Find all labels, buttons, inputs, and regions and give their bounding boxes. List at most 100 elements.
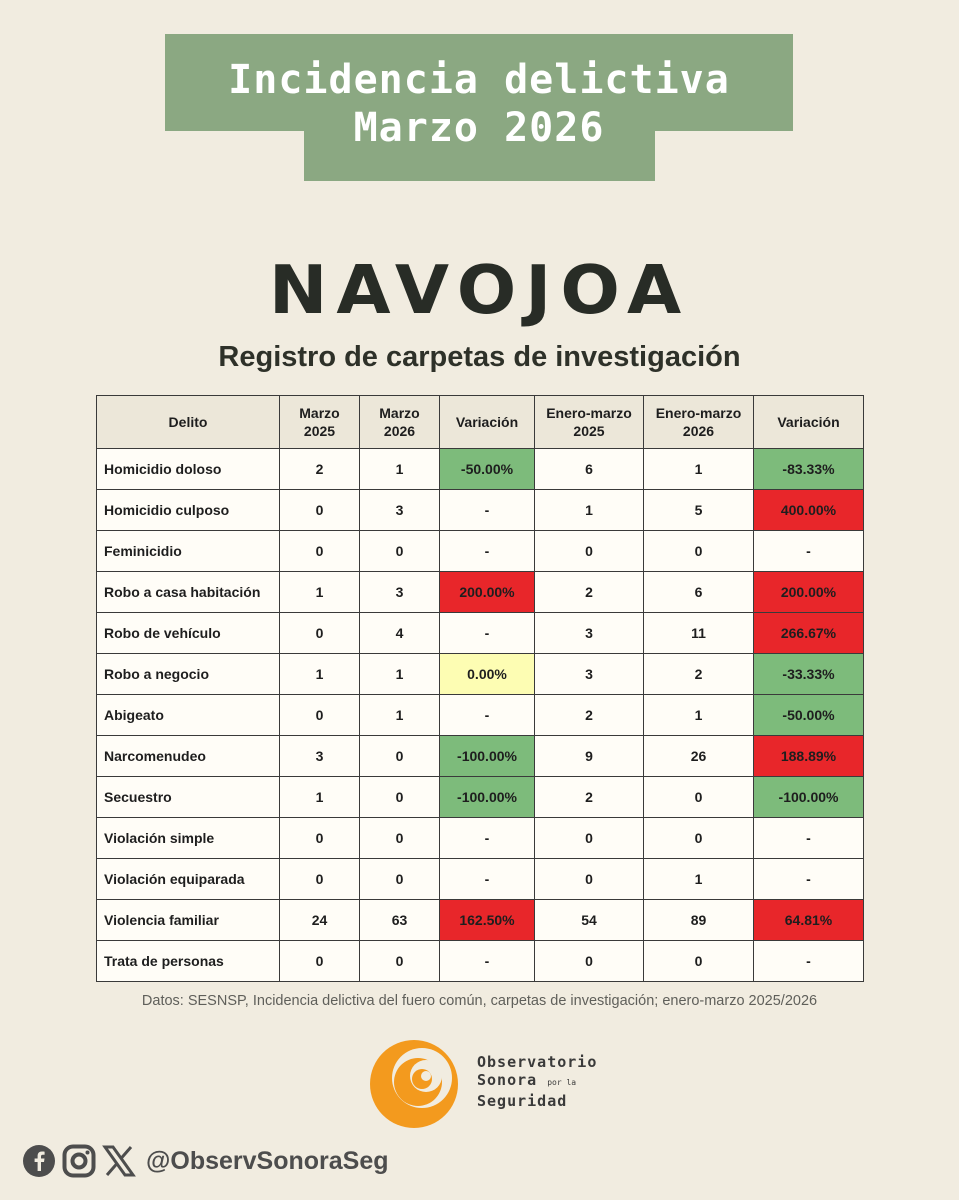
cell-enero-marzo-2025: 0 [534,817,644,859]
cell-enero-marzo-2025: 3 [534,653,644,695]
cell-variacion-2: 188.89% [753,735,864,777]
cell-enero-marzo-2026: 26 [643,735,754,777]
table-row: Violación equiparada 0 0-0 1- [96,858,864,900]
cell-marzo-2025: 0 [279,612,360,654]
cell-variacion-2: -33.33% [753,653,864,695]
cell-variacion-1: - [439,817,535,859]
cell-enero-marzo-2026: 2 [643,653,754,695]
city-name: NAVOJOA [268,251,691,329]
incidence-table: Delito Marzo 2025 Marzo 2026 Variación Ene… [96,395,864,982]
cell-delito: Narcomenudeo [96,735,280,777]
cell-enero-marzo-2026: 5 [643,489,754,531]
cell-enero-marzo-2025: 0 [534,940,644,982]
table-header-row: Delito Marzo 2025 Marzo 2026 Variación Ene… [96,395,864,449]
cell-marzo-2026: 4 [359,612,440,654]
cell-variacion-2: -50.00% [753,694,864,736]
cell-variacion-1: 0.00% [439,653,535,695]
logo-line-3: Seguridad [477,1092,568,1110]
cell-enero-marzo-2025: 1 [534,489,644,531]
cell-variacion-1: -100.00% [439,735,535,777]
cell-enero-marzo-2026: 1 [643,448,754,490]
cell-marzo-2025: 24 [279,899,360,941]
cell-variacion-2: -100.00% [753,776,864,818]
cell-variacion-1: - [439,940,535,982]
facebook-icon[interactable] [22,1144,56,1178]
cell-enero-marzo-2026: 1 [643,858,754,900]
cell-variacion-2: - [753,817,864,859]
cell-variacion-2: 64.81% [753,899,864,941]
col-header-enero-marzo-2026: Enero-marzo 2026 [643,395,754,449]
col-header-delito: Delito [96,395,280,449]
table-row: Robo de vehículo 0 4-3 11 266.67% [96,612,864,654]
col-header-variacion-1: Variación [439,395,535,449]
logo-line-1: Observatorio [477,1053,598,1071]
observatorio-logo-icon [370,1040,458,1128]
cell-delito: Violación simple [96,817,280,859]
table-row: Robo a negocio 1 1 0.00% 3 2 -33.33% [96,653,864,695]
table-row: Robo a casa habitación 1 3 200.00% 2 6 200.00% [96,571,864,613]
cell-delito: Violación equiparada [96,858,280,900]
cell-variacion-2: 266.67% [753,612,864,654]
title-line-2: Marzo 2026 [353,105,605,151]
cell-enero-marzo-2026: 6 [643,571,754,613]
table-row: Violación simple 0 0-0 0- [96,817,864,859]
cell-marzo-2025: 1 [279,776,360,818]
cell-variacion-1: 162.50% [439,899,535,941]
cell-variacion-1: - [439,489,535,531]
table-row: Secuestro 1 0 -100.00% 2 0 -100.00% [96,776,864,818]
cell-variacion-1: - [439,530,535,572]
cell-marzo-2026: 1 [359,448,440,490]
cell-enero-marzo-2026: 1 [643,694,754,736]
social-handle[interactable]: @ObservSonoraSeg [146,1146,389,1175]
cell-enero-marzo-2026: 11 [643,612,754,654]
cell-delito: Homicidio culposo [96,489,280,531]
cell-enero-marzo-2025: 2 [534,776,644,818]
cell-enero-marzo-2026: 0 [643,940,754,982]
cell-enero-marzo-2025: 3 [534,612,644,654]
cell-marzo-2026: 63 [359,899,440,941]
logo-line-2-small: por la [547,1078,577,1087]
logo-wordmark: Observatorio Sonora por la Seguridad [477,1053,597,1110]
cell-marzo-2026: 1 [359,694,440,736]
col-header-variacion-2: Variación [753,395,864,449]
cell-marzo-2026: 3 [359,571,440,613]
cell-delito: Robo de vehículo [96,612,280,654]
cell-enero-marzo-2026: 0 [643,817,754,859]
cell-enero-marzo-2026: 0 [643,530,754,572]
instagram-icon[interactable] [62,1144,96,1178]
cell-variacion-2: - [753,530,864,572]
cell-variacion-1: -100.00% [439,776,535,818]
source-note: Datos: SESNSP, Incidencia delictiva del … [141,993,818,1009]
logo-line-2: Sonora [477,1071,538,1089]
cell-delito: Feminicidio [96,530,280,572]
cell-variacion-1: - [439,612,535,654]
cell-marzo-2025: 1 [279,653,360,695]
cell-marzo-2025: 0 [279,940,360,982]
cell-marzo-2026: 1 [359,653,440,695]
cell-variacion-1: -50.00% [439,448,535,490]
cell-enero-marzo-2025: 9 [534,735,644,777]
cell-marzo-2025: 1 [279,571,360,613]
cell-delito: Secuestro [96,776,280,818]
x-icon[interactable] [102,1144,136,1178]
cell-marzo-2026: 0 [359,940,440,982]
cell-variacion-2: 400.00% [753,489,864,531]
cell-marzo-2026: 0 [359,735,440,777]
cell-delito: Violencia familiar [96,899,280,941]
cell-delito: Abigeato [96,694,280,736]
col-header-marzo-2025: Marzo 2025 [279,395,360,449]
cell-marzo-2026: 0 [359,858,440,900]
cell-variacion-2: 200.00% [753,571,864,613]
table-row: Feminicidio 0 0-0 0- [96,530,864,572]
table-row: Trata de personas 0 0-0 0- [96,940,864,982]
cell-enero-marzo-2026: 0 [643,776,754,818]
title-box [165,34,793,131]
cell-variacion-1: - [439,858,535,900]
cell-marzo-2025: 0 [279,489,360,531]
cell-variacion-2: -83.33% [753,448,864,490]
cell-enero-marzo-2025: 0 [534,858,644,900]
social-bar: @ObservSonoraSeg [22,1140,389,1182]
title-line-1: Incidencia delictiva [228,57,730,103]
table-row: Abigeato 0 1-2 1 -50.00% [96,694,864,736]
cell-marzo-2025: 0 [279,858,360,900]
